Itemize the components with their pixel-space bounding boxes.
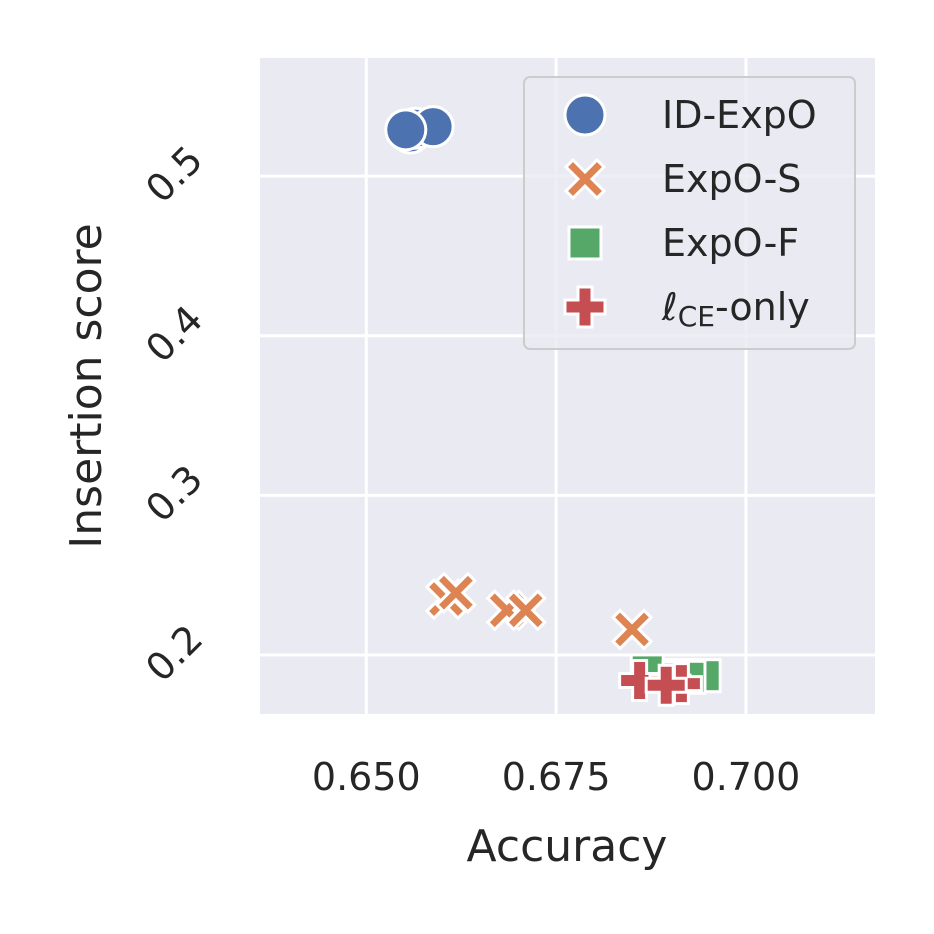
point-x bbox=[610, 608, 654, 651]
point-plus bbox=[618, 658, 662, 702]
x-tick-label: 0.700 bbox=[692, 755, 801, 799]
y-tick-label: 0.5 bbox=[137, 137, 211, 211]
legend-label: ExpO-F bbox=[662, 221, 799, 265]
y-tick-labels: 0.2 0.3 0.4 0.5 bbox=[137, 137, 211, 690]
x-axis-title: Accuracy bbox=[467, 821, 668, 872]
x-tick-labels: 0.650 0.675 0.700 bbox=[312, 755, 800, 799]
point-x bbox=[434, 571, 478, 614]
x-tick-label: 0.650 bbox=[312, 755, 421, 799]
data-points bbox=[384, 105, 722, 707]
legend-marker-plus bbox=[563, 285, 607, 329]
point-circle bbox=[384, 108, 428, 152]
legend-box bbox=[523, 76, 856, 350]
legend-marker-square bbox=[567, 225, 603, 261]
y-axis-title: Insertion score bbox=[61, 223, 112, 548]
point-plus bbox=[644, 663, 688, 707]
point-x bbox=[504, 589, 547, 632]
y-tick-label: 0.4 bbox=[137, 297, 211, 371]
legend-label: ExpO-S bbox=[662, 157, 801, 201]
y-tick-label: 0.3 bbox=[137, 457, 211, 531]
x-tick-label: 0.675 bbox=[502, 755, 611, 799]
legend-label: ℓCE-only bbox=[661, 285, 810, 333]
legend-marker-x bbox=[563, 157, 607, 201]
legend-marker-circle bbox=[563, 93, 607, 137]
legend: ID-ExpO ExpO-S ExpO-F ℓCE-only bbox=[523, 76, 856, 350]
y-tick-label: 0.2 bbox=[137, 616, 211, 690]
legend-label: ID-ExpO bbox=[662, 93, 817, 137]
